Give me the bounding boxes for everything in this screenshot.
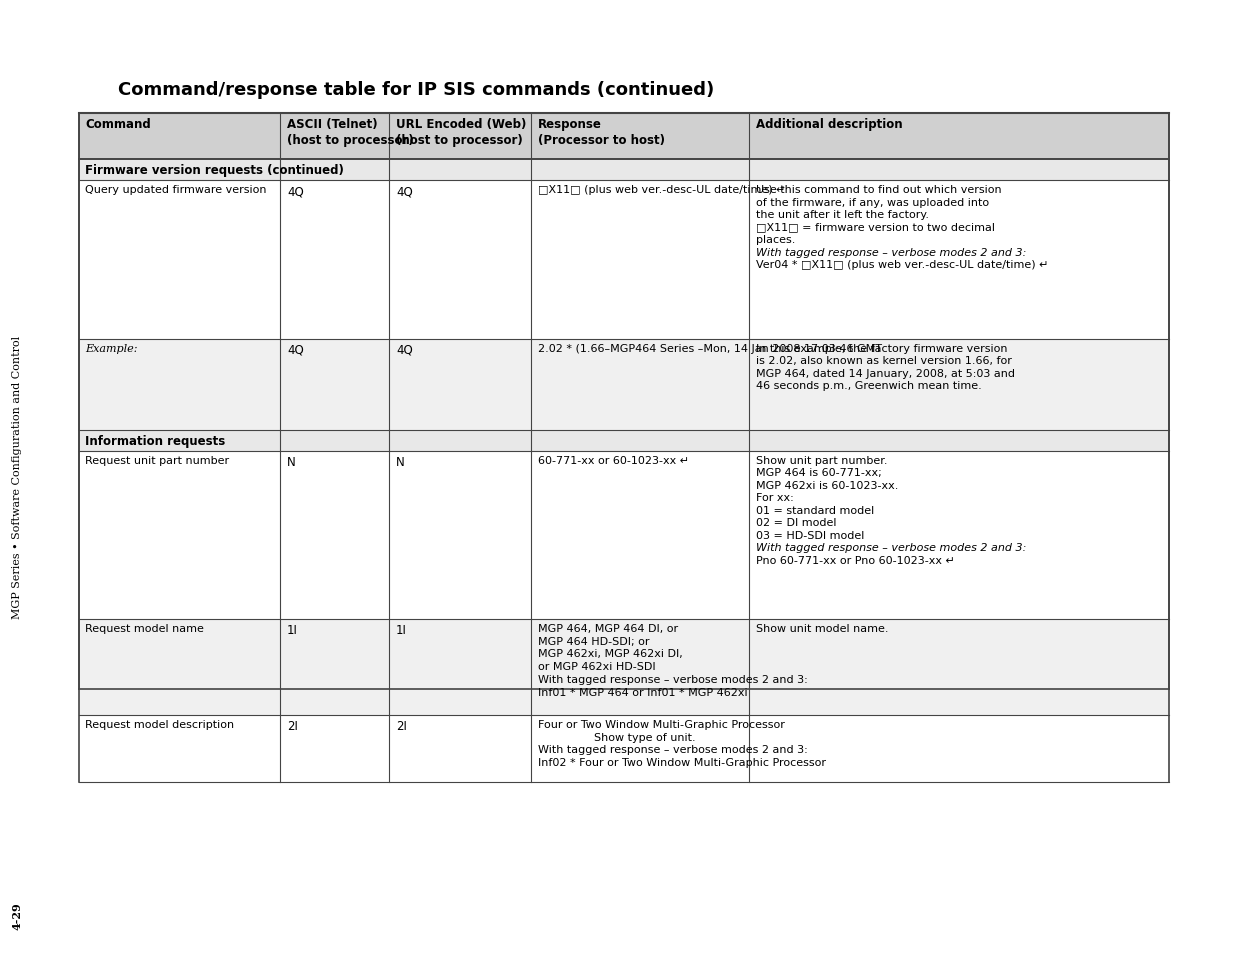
Text: 03 = HD-SDI model: 03 = HD-SDI model bbox=[756, 530, 864, 540]
Text: 4Q: 4Q bbox=[396, 343, 412, 356]
Text: Firmware version requests (continued): Firmware version requests (continued) bbox=[85, 164, 345, 177]
Bar bbox=[79, 452, 1168, 619]
Text: the unit after it left the factory.: the unit after it left the factory. bbox=[756, 210, 929, 220]
Text: Pno 60-771-xx or Pno 60-1023-xx ↵: Pno 60-771-xx or Pno 60-1023-xx ↵ bbox=[756, 556, 955, 565]
Text: Response
(Processor to host): Response (Processor to host) bbox=[537, 118, 664, 147]
Text: MGP Series • Software Configuration and Control: MGP Series • Software Configuration and … bbox=[12, 335, 22, 618]
Text: In this example, the factory firmware version: In this example, the factory firmware ve… bbox=[756, 343, 1008, 354]
Text: 4Q: 4Q bbox=[287, 185, 304, 198]
Text: Example:: Example: bbox=[85, 343, 138, 354]
Text: URL Encoded (Web)
(host to processor): URL Encoded (Web) (host to processor) bbox=[396, 118, 526, 147]
Text: Command/response table for IP SIS commands (continued): Command/response table for IP SIS comman… bbox=[119, 80, 714, 98]
Text: 1I: 1I bbox=[396, 623, 406, 637]
Text: places.: places. bbox=[756, 234, 795, 245]
Text: □X11□ (plus web ver.-desc-UL date/time) ↵: □X11□ (plus web ver.-desc-UL date/time) … bbox=[537, 185, 785, 195]
Text: 2I: 2I bbox=[396, 720, 406, 732]
Bar bbox=[79, 716, 1168, 782]
Text: 60-771-xx or 60-1023-xx ↵: 60-771-xx or 60-1023-xx ↵ bbox=[537, 456, 689, 465]
Text: MGP 464, dated 14 January, 2008, at 5:03 and: MGP 464, dated 14 January, 2008, at 5:03… bbox=[756, 368, 1015, 378]
Text: Request model name: Request model name bbox=[85, 623, 204, 633]
Text: MGP 464, MGP 464 DI, or
MGP 464 HD-SDI; or
MGP 462xi, MGP 462xi DI,
or MGP 462xi: MGP 464, MGP 464 DI, or MGP 464 HD-SDI; … bbox=[537, 623, 808, 698]
Text: 01 = standard model: 01 = standard model bbox=[756, 505, 874, 516]
Bar bbox=[79, 114, 1168, 160]
Text: 2.02 * (1.66–MGP464 Series –Mon, 14 Jan 2008 17:03:46 GMT: 2.02 * (1.66–MGP464 Series –Mon, 14 Jan … bbox=[537, 343, 882, 354]
Text: □X11□ = firmware version to two decimal: □X11□ = firmware version to two decimal bbox=[756, 222, 994, 233]
Text: 4Q: 4Q bbox=[396, 185, 412, 198]
Text: For xx:: For xx: bbox=[756, 493, 794, 503]
Text: Show unit part number.: Show unit part number. bbox=[756, 456, 887, 465]
Text: Query updated firmware version: Query updated firmware version bbox=[85, 185, 267, 195]
Text: Request model description: Request model description bbox=[85, 720, 235, 729]
Text: N: N bbox=[287, 456, 295, 468]
Text: With tagged response – verbose modes 2 and 3:: With tagged response – verbose modes 2 a… bbox=[756, 542, 1026, 553]
Text: ASCII (Telnet)
(host to processor): ASCII (Telnet) (host to processor) bbox=[287, 118, 414, 147]
Bar bbox=[79, 431, 1168, 452]
Text: 02 = DI model: 02 = DI model bbox=[756, 517, 836, 528]
Text: 1I: 1I bbox=[287, 623, 298, 637]
Text: is 2.02, also known as kernel version 1.66, for: is 2.02, also known as kernel version 1.… bbox=[756, 355, 1011, 366]
Bar bbox=[79, 181, 1168, 339]
Bar bbox=[79, 619, 1168, 716]
Text: 4Q: 4Q bbox=[287, 343, 304, 356]
Bar bbox=[79, 160, 1168, 181]
Text: Command: Command bbox=[85, 118, 151, 131]
Text: 4-29: 4-29 bbox=[12, 901, 22, 929]
Text: Show unit model name.: Show unit model name. bbox=[756, 623, 888, 633]
Text: Four or Two Window Multi-Graphic Processor
                Show type of unit.
Wi: Four or Two Window Multi-Graphic Process… bbox=[537, 720, 826, 767]
Text: of the firmware, if any, was uploaded into: of the firmware, if any, was uploaded in… bbox=[756, 197, 989, 208]
Text: With tagged response – verbose modes 2 and 3:: With tagged response – verbose modes 2 a… bbox=[756, 247, 1026, 257]
Text: 46 seconds p.m., Greenwich mean time.: 46 seconds p.m., Greenwich mean time. bbox=[756, 380, 982, 391]
Text: 2I: 2I bbox=[287, 720, 298, 732]
Text: Information requests: Information requests bbox=[85, 435, 226, 447]
Text: Additional description: Additional description bbox=[756, 118, 903, 131]
Text: Ver04 * □X11□ (plus web ver.-desc-UL date/time) ↵: Ver04 * □X11□ (plus web ver.-desc-UL dat… bbox=[756, 260, 1049, 270]
Text: MGP 462xi is 60-1023-xx.: MGP 462xi is 60-1023-xx. bbox=[756, 480, 898, 491]
Text: N: N bbox=[396, 456, 405, 468]
Text: MGP 464 is 60-771-xx;: MGP 464 is 60-771-xx; bbox=[756, 468, 882, 477]
Text: Request unit part number: Request unit part number bbox=[85, 456, 230, 465]
Text: Use this command to find out which version: Use this command to find out which versi… bbox=[756, 185, 1002, 195]
Bar bbox=[79, 339, 1168, 431]
